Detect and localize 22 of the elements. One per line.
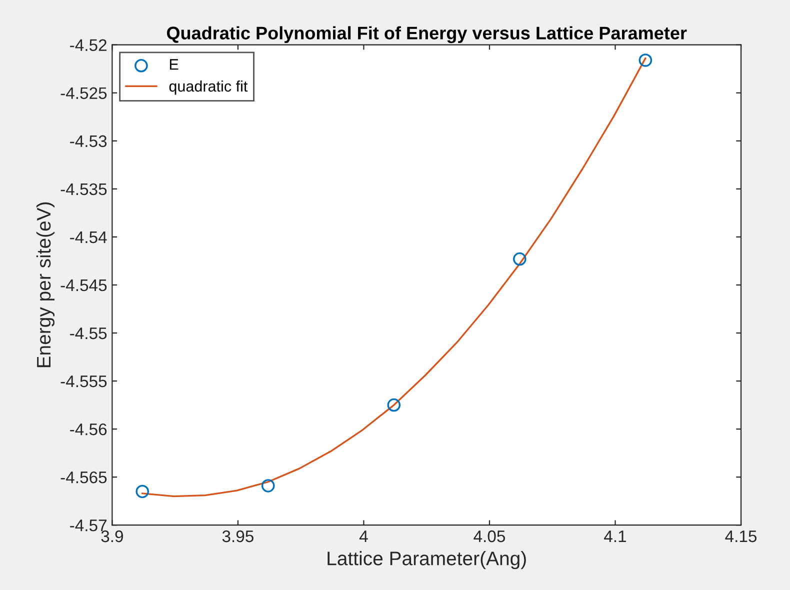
y-tick-label: -4.53	[70, 135, 107, 148]
y-tick-label: -4.52	[70, 39, 106, 52]
x-tick-label: 3.95	[222, 530, 254, 542]
legend-label: E	[170, 59, 178, 70]
y-axis-title: Energy per site(eV)	[36, 202, 55, 368]
legend-label: quadratic fit	[169, 80, 248, 95]
chart-title: Quadratic Polynomial Fit of Energy versus Lattice Parameter	[166, 26, 687, 44]
x-tick-label: 4	[359, 530, 368, 542]
y-tick-label: -4.55	[70, 328, 107, 340]
y-tick-label: -4.565	[60, 471, 107, 484]
x-tick-label: 4.15	[725, 530, 757, 542]
x-tick-label: 4.05	[474, 530, 506, 542]
y-tick-label: -4.555	[60, 376, 107, 388]
y-tick-label: -4.545	[60, 280, 107, 292]
y-tick-label: -4.57	[70, 520, 106, 532]
y-tick-label: -4.535	[60, 183, 107, 196]
y-tick-label: -4.54	[70, 232, 107, 244]
x-tick-label: 4.1	[604, 530, 626, 542]
x-tick-label: 3.9	[101, 530, 123, 542]
x-axis-title: Lattice Parameter(Ang)	[328, 551, 526, 570]
y-tick-label: -4.56	[70, 423, 107, 436]
y-tick-label: -4.525	[60, 87, 107, 100]
